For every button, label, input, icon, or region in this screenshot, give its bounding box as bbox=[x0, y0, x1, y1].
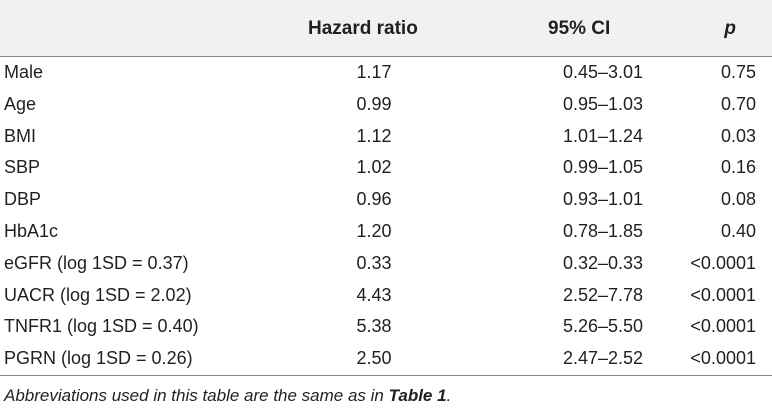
cell-95-ci: 0.32–0.33 bbox=[562, 252, 644, 273]
cell-hazard-ratio: 1.20 bbox=[356, 220, 392, 241]
cell-p-value: 0.16 bbox=[720, 157, 756, 178]
table-row: TNFR1 (log 1SD = 0.40) 5.38 5.26–5.50 <0.00… bbox=[0, 311, 772, 343]
header-divider bbox=[0, 56, 772, 57]
cell-variable: Male bbox=[4, 62, 44, 82]
footnote-table-reference: Table 1 bbox=[388, 386, 447, 405]
cell-p-value: 0.75 bbox=[720, 62, 756, 82]
cell-95-ci: 1.01–1.24 bbox=[562, 125, 644, 146]
cell-95-ci: 0.45–3.01 bbox=[562, 62, 644, 82]
cell-variable: BMI bbox=[4, 125, 37, 146]
table-header: Hazard ratio 95% CI p bbox=[0, 0, 772, 56]
cell-p-value: <0.0001 bbox=[690, 284, 756, 305]
cell-variable: PGRN (log 1SD = 0.26) bbox=[4, 348, 193, 369]
table-row: eGFR (log 1SD = 0.37) 0.33 0.32–0.33 <0.000… bbox=[0, 248, 772, 280]
header-hazard-ratio: Hazard ratio bbox=[308, 18, 418, 39]
cell-hazard-ratio: 0.99 bbox=[356, 93, 392, 114]
cell-95-ci: 0.93–1.01 bbox=[562, 189, 644, 210]
cell-95-ci: 2.47–2.52 bbox=[562, 348, 644, 369]
cell-hazard-ratio: 0.33 bbox=[356, 252, 392, 273]
cell-hazard-ratio: 4.43 bbox=[356, 284, 392, 305]
footnote-prefix: Abbreviations used in this table are the… bbox=[4, 386, 389, 405]
table-row: DBP 0.96 0.93–1.01 0.08 bbox=[0, 184, 772, 216]
cell-variable: eGFR (log 1SD = 0.37) bbox=[4, 252, 189, 273]
cell-p-value: 0.40 bbox=[720, 220, 756, 241]
cell-95-ci: 0.99–1.05 bbox=[562, 157, 644, 178]
cell-variable: Age bbox=[4, 93, 37, 114]
cell-hazard-ratio: 2.50 bbox=[356, 348, 392, 369]
cell-hazard-ratio: 5.38 bbox=[356, 316, 392, 337]
cell-variable: UACR (log 1SD = 2.02) bbox=[4, 284, 192, 305]
cell-variable: HbA1c bbox=[4, 220, 59, 241]
table-row: SBP 1.02 0.99–1.05 0.16 bbox=[0, 152, 772, 184]
cell-hazard-ratio: 0.96 bbox=[356, 189, 392, 210]
cell-95-ci: 0.95–1.03 bbox=[562, 93, 644, 114]
cell-variable: TNFR1 (log 1SD = 0.40) bbox=[4, 316, 199, 337]
cell-variable: DBP bbox=[4, 189, 42, 210]
table-row: Male 1.17 0.45–3.01 0.75 bbox=[0, 57, 772, 89]
header-95-ci: 95% CI bbox=[548, 18, 611, 39]
cell-p-value: <0.0001 bbox=[690, 252, 756, 273]
table-row: PGRN (log 1SD = 0.26) 2.50 2.47–2.52 <0.000… bbox=[0, 343, 772, 375]
cell-p-value: 0.03 bbox=[720, 125, 756, 146]
cell-p-value: <0.0001 bbox=[690, 348, 756, 369]
table-row: Age 0.99 0.95–1.03 0.70 bbox=[0, 89, 772, 121]
table-body: Male 1.17 0.45–3.01 0.75 Age 0.99 0.95–1.03 0.7… bbox=[0, 57, 772, 375]
cell-95-ci: 0.78–1.85 bbox=[562, 220, 644, 241]
header-p-value: p bbox=[724, 18, 736, 39]
cell-95-ci: 2.52–7.78 bbox=[562, 284, 644, 305]
cell-95-ci: 5.26–5.50 bbox=[562, 316, 644, 337]
table-row: UACR (log 1SD = 2.02) 4.43 2.52–7.78 <0.000… bbox=[0, 280, 772, 312]
table-footnote: Abbreviations used in this table are the… bbox=[4, 386, 451, 406]
table-row: HbA1c 1.20 0.78–1.85 0.40 bbox=[0, 216, 772, 248]
cell-hazard-ratio: 1.02 bbox=[356, 157, 392, 178]
cell-p-value: 0.08 bbox=[720, 189, 756, 210]
cell-hazard-ratio: 1.17 bbox=[356, 62, 392, 82]
footnote-suffix: . bbox=[446, 386, 452, 405]
table-row: BMI 1.12 1.01–1.24 0.03 bbox=[0, 121, 772, 153]
cell-p-value: <0.0001 bbox=[690, 316, 756, 337]
cell-hazard-ratio: 1.12 bbox=[356, 125, 392, 146]
cell-p-value: 0.70 bbox=[720, 93, 756, 114]
table-bottom-rule bbox=[0, 375, 772, 376]
cell-variable: SBP bbox=[4, 157, 41, 178]
